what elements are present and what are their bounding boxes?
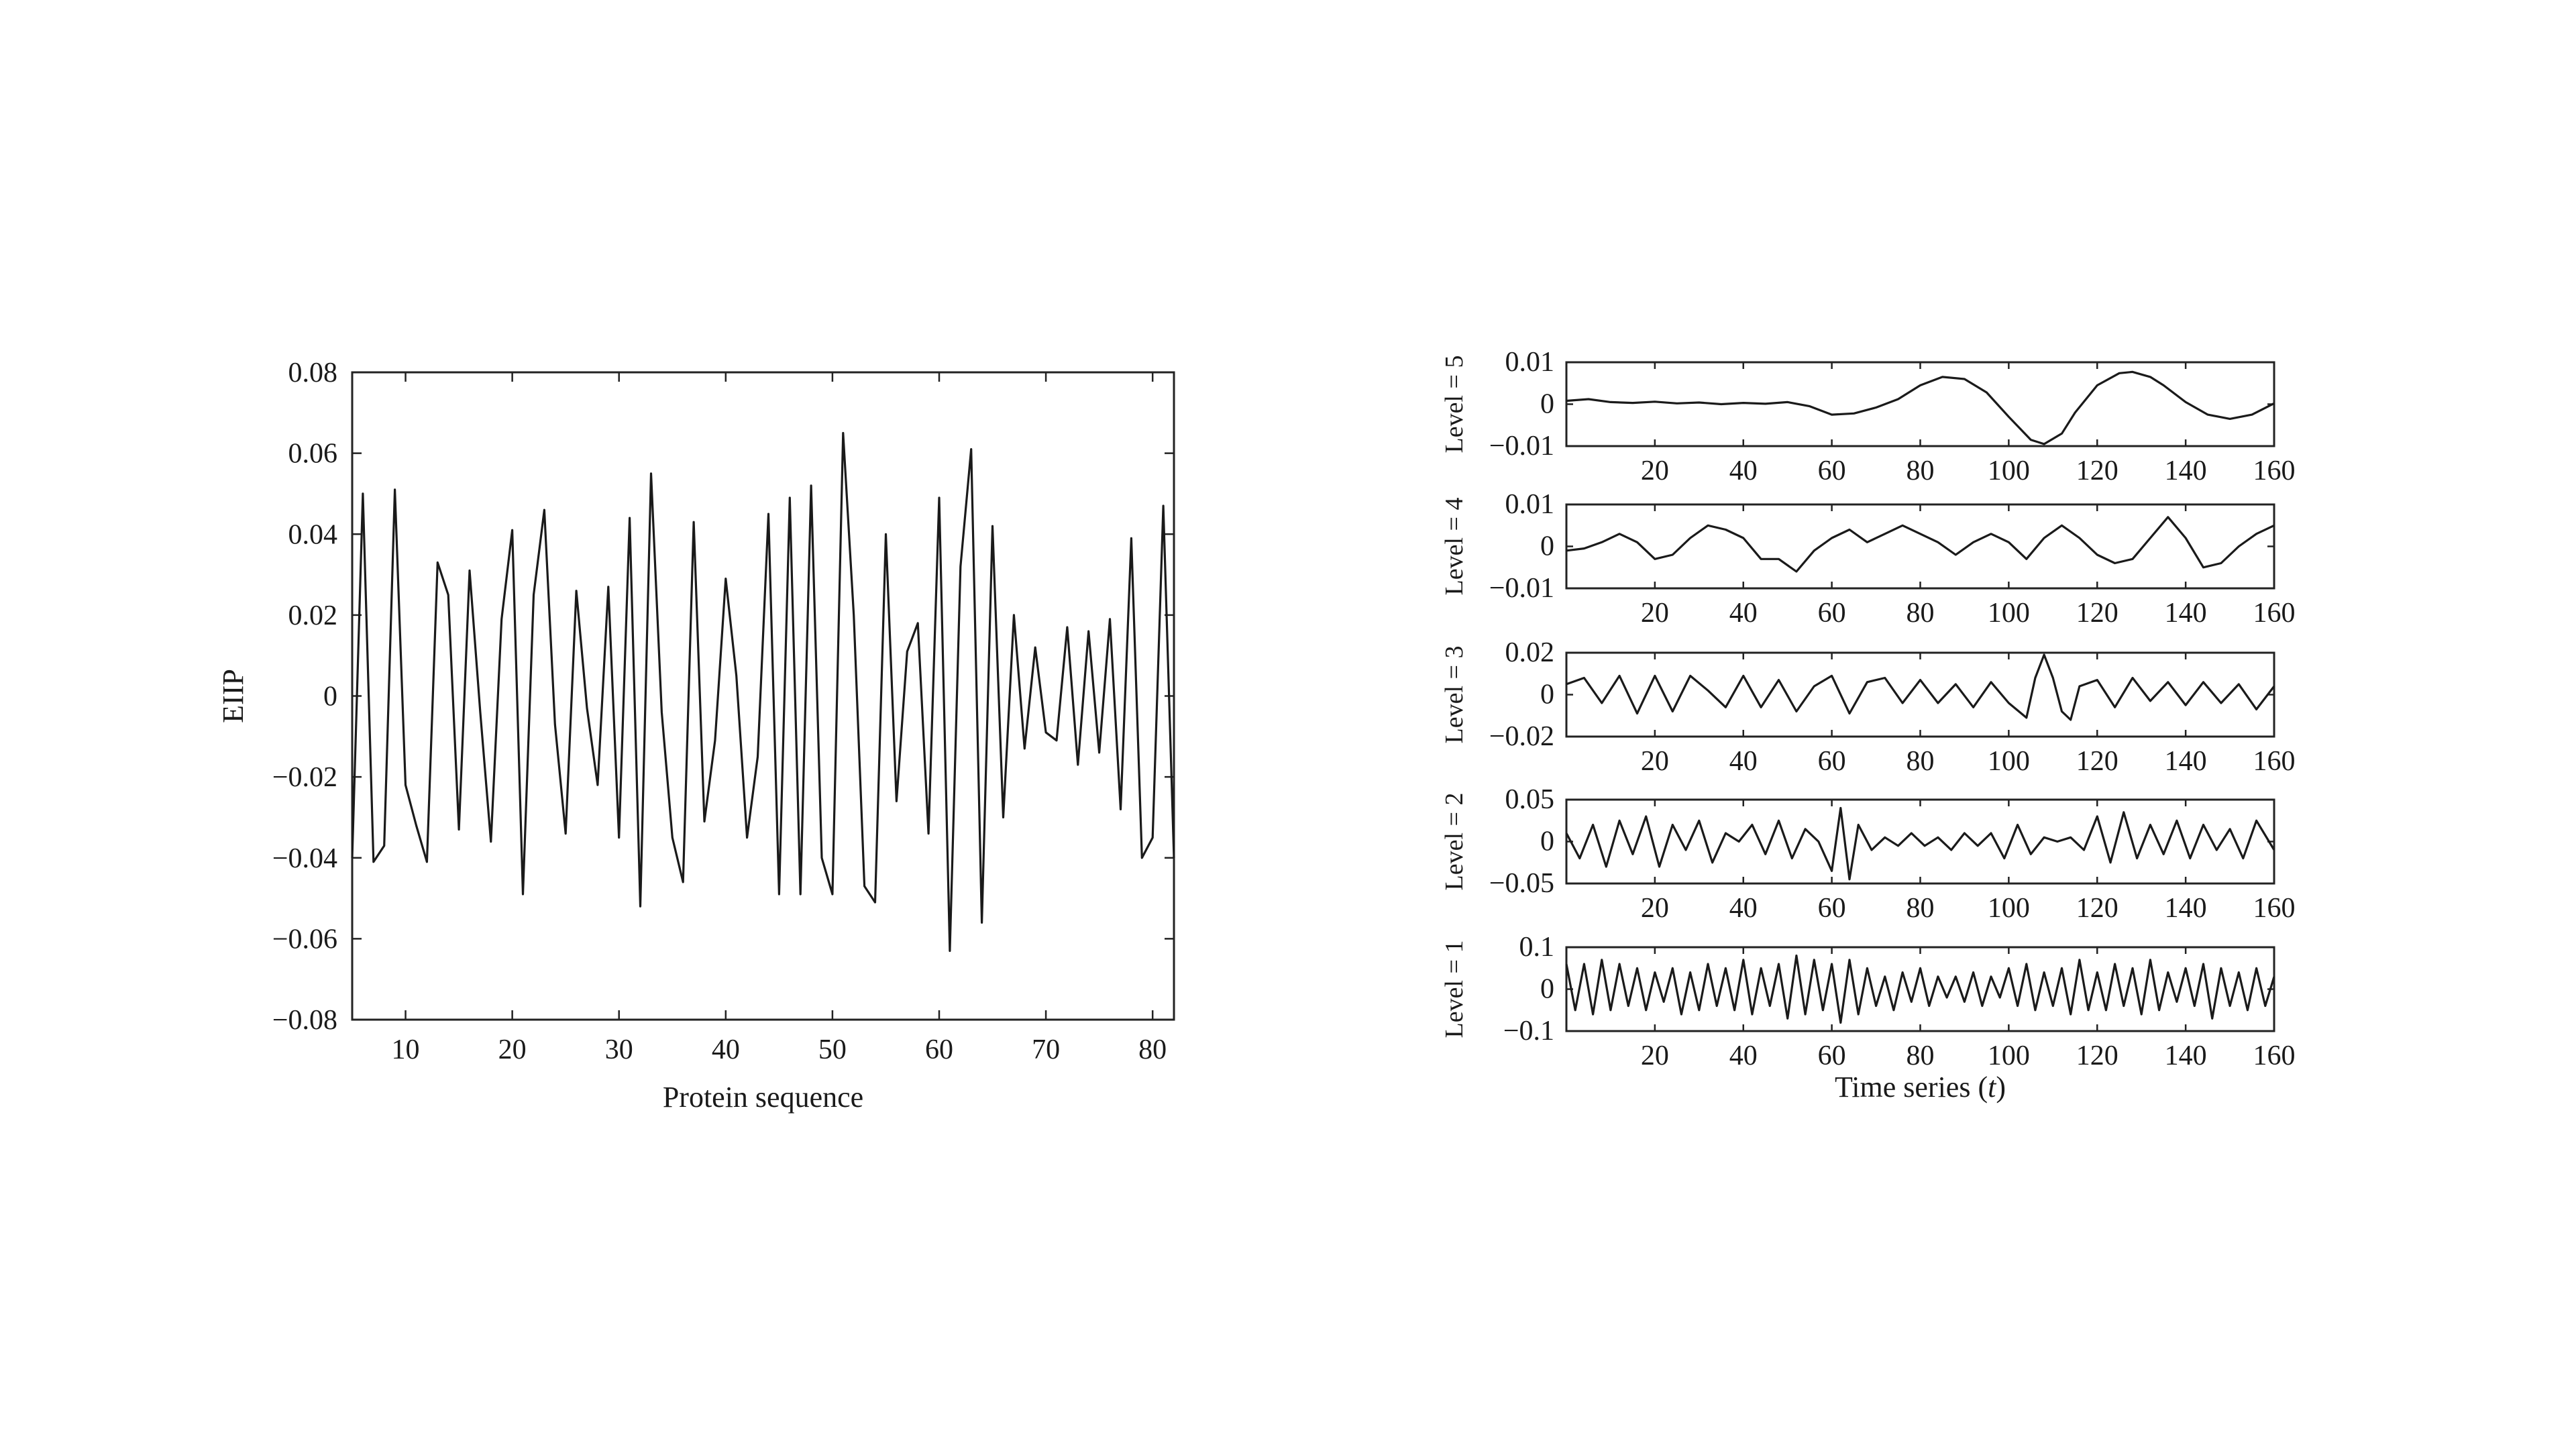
panel-x-tick-label: 40 bbox=[1729, 598, 1758, 629]
panel-x-tick-label: 100 bbox=[1988, 746, 2030, 777]
panel-y-tick-label: 0.02 bbox=[1505, 637, 1555, 668]
panel-x-tick-label: 140 bbox=[2165, 598, 2207, 629]
panel-x-tick-label: 80 bbox=[1907, 455, 1935, 486]
panel-x-tick-label: 100 bbox=[1988, 1040, 2030, 1071]
x-axis-title: Time series (t) bbox=[1835, 1071, 2006, 1104]
panel-x-tick-label: 20 bbox=[1641, 598, 1669, 629]
x-tick-label: 20 bbox=[498, 1034, 527, 1065]
x-tick-label: 10 bbox=[392, 1034, 420, 1065]
panel-y-tick-label: 0 bbox=[1540, 826, 1554, 857]
panel-x-tick-label: 160 bbox=[2253, 746, 2296, 777]
y-tick-label: −0.02 bbox=[272, 762, 337, 793]
panel-x-tick-label: 140 bbox=[2165, 893, 2207, 924]
panel-x-tick-label: 60 bbox=[1818, 893, 1846, 924]
panel-x-tick-label: 100 bbox=[1988, 455, 2030, 486]
panel-y-tick-label: −0.02 bbox=[1489, 721, 1554, 752]
panel-y-tick-label: −0.01 bbox=[1489, 573, 1554, 604]
panel-x-tick-label: 20 bbox=[1641, 455, 1669, 486]
panel-x-tick-label: 140 bbox=[2165, 455, 2207, 486]
panel-series-line-level-2 bbox=[1565, 806, 2275, 881]
panel-x-tick-label: 160 bbox=[2253, 455, 2296, 486]
y-tick-label: −0.06 bbox=[272, 924, 337, 955]
panel-series-line-level-1 bbox=[1565, 954, 2275, 1024]
panel-series-line-level-4 bbox=[1566, 516, 2275, 573]
panel-y-axis-title: Level = 5 bbox=[1440, 356, 1468, 453]
panel-series-line-level-3 bbox=[1566, 653, 2275, 721]
panel-y-tick-label: −0.05 bbox=[1489, 868, 1554, 899]
panel-x-tick-label: 40 bbox=[1729, 1040, 1758, 1071]
panel-x-tick-label: 40 bbox=[1729, 455, 1758, 486]
panel-y-tick-label: −0.1 bbox=[1503, 1016, 1554, 1046]
y-tick-label: 0.06 bbox=[288, 439, 338, 470]
panel-y-axis-title: Level = 4 bbox=[1440, 498, 1468, 596]
panel-x-tick-label: 40 bbox=[1729, 746, 1758, 777]
eiip-line-chart: 10 20 30 40 50 60 70 80 −0.08 −0.06 −0.04 −0.02 0 0.0… bbox=[217, 358, 1175, 1114]
panel-x-tick-label: 100 bbox=[1988, 598, 2030, 629]
panel-x-tick-label: 120 bbox=[2076, 893, 2118, 924]
panel-x-tick-label: 20 bbox=[1641, 893, 1669, 924]
panel-series-line-level-5 bbox=[1566, 370, 2275, 445]
y-tick-label: −0.04 bbox=[272, 843, 337, 874]
panel-x-tick-label: 120 bbox=[2076, 598, 2118, 629]
y-axis-title: EIIP bbox=[217, 669, 250, 723]
panel-x-tick-label: 140 bbox=[2165, 746, 2207, 777]
x-tick-label: 40 bbox=[712, 1034, 740, 1065]
y-tick-label: 0.02 bbox=[288, 600, 338, 631]
panel-x-tick-label: 20 bbox=[1641, 1040, 1669, 1071]
panel-x-tick-label: 20 bbox=[1641, 746, 1669, 777]
panel-x-tick-label: 120 bbox=[2076, 1040, 2118, 1071]
panel-x-tick-label: 60 bbox=[1818, 598, 1846, 629]
panel-y-axis-title: Level = 3 bbox=[1440, 646, 1468, 744]
panel-y-tick-label: 0 bbox=[1540, 680, 1554, 710]
x-axis-title: Protein sequence bbox=[663, 1081, 863, 1114]
x-tick-label: 50 bbox=[818, 1034, 847, 1065]
panel-x-tick-label: 160 bbox=[2253, 893, 2296, 924]
panel-x-tick-label: 60 bbox=[1818, 1040, 1846, 1071]
y-tick-label: 0.04 bbox=[288, 519, 338, 550]
x-tick-label: 60 bbox=[925, 1034, 953, 1065]
panel-y-tick-label: 0.01 bbox=[1505, 347, 1555, 378]
panel-x-tick-label: 160 bbox=[2253, 598, 2296, 629]
x-tick-label: 80 bbox=[1138, 1034, 1167, 1065]
panel-y-tick-label: 0 bbox=[1540, 531, 1554, 562]
panel-x-tick-label: 60 bbox=[1818, 746, 1846, 777]
x-tick-label: 70 bbox=[1032, 1034, 1060, 1065]
wavelet-levels-chart: 20 40 60 80 100 120 140 160 −0.01 0 0.01 Level = 5 2… bbox=[1440, 347, 2296, 1104]
x-tick-label: 30 bbox=[605, 1034, 633, 1065]
panel-x-tick-label: 160 bbox=[2253, 1040, 2296, 1071]
y-tick-label: −0.08 bbox=[272, 1005, 337, 1036]
panel-y-tick-label: 0.01 bbox=[1505, 489, 1555, 520]
panel-x-tick-label: 40 bbox=[1729, 893, 1758, 924]
y-tick-label: 0 bbox=[323, 682, 337, 712]
panel-y-axis-title: Level = 2 bbox=[1440, 793, 1468, 891]
panel-x-tick-label: 120 bbox=[2076, 455, 2118, 486]
panel-x-tick-label: 80 bbox=[1907, 598, 1935, 629]
panel-x-tick-label: 100 bbox=[1988, 893, 2030, 924]
panel-y-tick-label: 0 bbox=[1540, 389, 1554, 420]
panel-y-axis-title: Level = 1 bbox=[1440, 941, 1468, 1038]
panel-y-tick-label: 0.05 bbox=[1505, 784, 1555, 815]
panel-x-tick-label: 80 bbox=[1907, 1040, 1935, 1071]
panel-y-tick-label: 0 bbox=[1540, 974, 1554, 1005]
panel-y-tick-label: −0.01 bbox=[1489, 431, 1554, 462]
panel-x-tick-label: 60 bbox=[1818, 455, 1846, 486]
eiip-series-line bbox=[351, 431, 1175, 953]
panel-x-tick-label: 80 bbox=[1907, 746, 1935, 777]
panel-x-tick-label: 80 bbox=[1907, 893, 1935, 924]
panel-y-tick-label: 0.1 bbox=[1519, 932, 1555, 963]
panel-x-tick-label: 120 bbox=[2076, 746, 2118, 777]
y-tick-label: 0.08 bbox=[288, 358, 338, 388]
panel-x-tick-label: 140 bbox=[2165, 1040, 2207, 1071]
